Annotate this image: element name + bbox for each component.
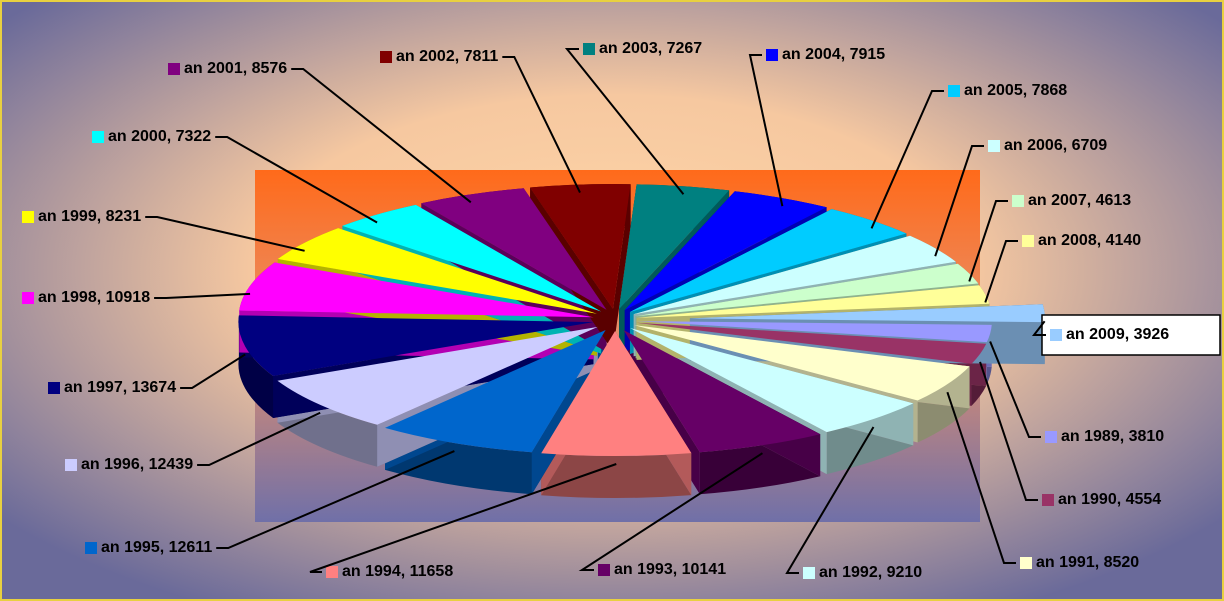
- slice: [342, 204, 602, 312]
- legend-swatch: [1042, 494, 1054, 506]
- legend-swatch: [85, 542, 97, 554]
- slice: [634, 325, 970, 401]
- data-label: an 2001, 8576: [184, 60, 287, 77]
- data-label: an 1996, 12439: [81, 456, 193, 473]
- data-label: an 1994, 11658: [342, 563, 453, 580]
- legend-swatch: [988, 140, 1000, 152]
- slice: [277, 228, 597, 314]
- leader-line: [216, 450, 455, 549]
- leader-line: [984, 240, 1018, 303]
- leader-line: [309, 463, 617, 573]
- data-label: an 1989, 3810: [1061, 428, 1164, 445]
- legend-swatch: [1050, 329, 1062, 341]
- legend-swatch: [168, 63, 180, 75]
- slice: [635, 263, 979, 317]
- slice: [633, 235, 956, 315]
- legend-swatch: [48, 382, 60, 394]
- slice: [238, 315, 594, 377]
- data-label: an 2007, 4613: [1028, 192, 1131, 209]
- leader-line: [215, 136, 378, 224]
- legend-swatch: [22, 211, 34, 223]
- legend-swatch: [1045, 431, 1057, 443]
- leader-line: [145, 216, 305, 252]
- leader-line: [197, 411, 321, 466]
- label-box: [1041, 314, 1221, 356]
- data-label: an 2002, 7811: [396, 48, 498, 65]
- slice-side: [530, 184, 631, 352]
- legend-swatch: [65, 459, 77, 471]
- slice: [385, 329, 606, 453]
- data-label: an 1997, 13674: [64, 379, 176, 396]
- legend-swatch: [1012, 195, 1024, 207]
- leader-line: [979, 361, 1038, 501]
- leader-line: [154, 292, 251, 299]
- data-label: an 1995, 12611: [101, 539, 212, 556]
- legend-swatch: [598, 564, 610, 576]
- legend-swatch: [766, 49, 778, 61]
- data-label: an 2009, 3926: [1066, 326, 1169, 343]
- leader-line: [870, 90, 944, 229]
- leader-line: [180, 353, 246, 389]
- slice: [636, 322, 987, 364]
- data-label: an 1992, 9210: [819, 564, 922, 581]
- data-label: an 2004, 7915: [782, 46, 885, 63]
- leader-line: [564, 48, 685, 195]
- legend-swatch: [803, 567, 815, 579]
- leader-line: [968, 200, 1008, 282]
- leader-line: [785, 426, 875, 574]
- data-label: an 1999, 8231: [38, 208, 141, 225]
- leader-line: [989, 341, 1041, 438]
- data-label: an 2008, 4140: [1038, 232, 1141, 249]
- data-label: an 2006, 6709: [1004, 137, 1107, 154]
- slice: [618, 184, 730, 310]
- slice: [239, 262, 594, 318]
- data-label: an 2005, 7868: [964, 82, 1067, 99]
- slice: [629, 209, 907, 312]
- leader-line: [291, 68, 472, 204]
- slice-side: [541, 330, 692, 498]
- slice: [530, 184, 631, 310]
- data-label: an 1991, 8520: [1036, 554, 1139, 571]
- slice: [630, 328, 914, 433]
- leader-line: [934, 145, 984, 257]
- slice: [689, 304, 1045, 323]
- legend-swatch: [92, 131, 104, 143]
- slice: [623, 330, 821, 453]
- slice: [277, 326, 598, 425]
- legend-swatch: [22, 292, 34, 304]
- legend-swatch: [1020, 557, 1032, 569]
- slice: [541, 330, 692, 456]
- data-label: an 1998, 10918: [38, 289, 150, 306]
- slice: [421, 188, 607, 310]
- legend-swatch: [583, 43, 595, 55]
- leader-line: [578, 452, 763, 571]
- slice: [636, 285, 990, 318]
- legend-swatch: [380, 51, 392, 63]
- data-label: an 2003, 7267: [599, 40, 702, 57]
- slice-side: [277, 326, 598, 467]
- leader-line: [502, 56, 581, 194]
- data-label: an 2000, 7322: [108, 128, 211, 145]
- legend-swatch: [1022, 235, 1034, 247]
- slice: [636, 321, 992, 343]
- leader-line: [946, 391, 1016, 564]
- slice: [624, 191, 827, 311]
- leader-line: [1031, 320, 1046, 336]
- leader-line: [748, 54, 784, 207]
- legend-swatch: [948, 85, 960, 97]
- data-label: an 1993, 10141: [614, 561, 726, 578]
- data-label: an 1990, 4554: [1058, 491, 1161, 508]
- legend-swatch: [326, 566, 338, 578]
